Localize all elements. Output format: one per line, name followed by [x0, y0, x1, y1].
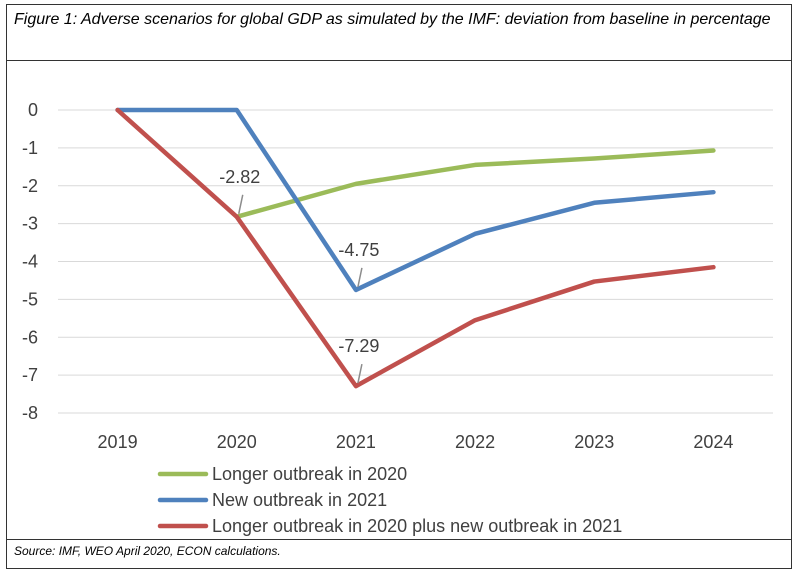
data-label: -7.29: [338, 336, 379, 356]
caption-divider: [6, 60, 792, 61]
series-line-1: [234, 148, 716, 220]
series-lines: [115, 107, 716, 389]
x-tick-label: 2019: [98, 432, 138, 452]
figure-frame: [6, 4, 792, 569]
x-tick-label: 2024: [693, 432, 733, 452]
y-tick-label: -8: [22, 403, 38, 423]
y-axis-tick-labels: 0 -1 -2 -3 -4 -5 -6 -7 -8: [22, 100, 38, 423]
y-tick-label: -3: [22, 214, 38, 234]
data-label: -2.82: [219, 167, 260, 187]
source-note: Source: IMF, WEO April 2020, ECON calcul…: [14, 544, 281, 558]
x-tick-label: 2023: [574, 432, 614, 452]
y-tick-label: -4: [22, 252, 38, 272]
legend-label-1: Longer outbreak in 2020: [212, 464, 407, 484]
x-tick-label: 2021: [336, 432, 376, 452]
chart-legend: Longer outbreak in 2020 New outbreak in 2…: [157, 464, 622, 536]
y-tick-label: 0: [28, 100, 38, 120]
y-tick-label: -6: [22, 327, 38, 347]
x-tick-label: 2020: [217, 432, 257, 452]
y-tick-label: -7: [22, 365, 38, 385]
y-tick-label: -2: [22, 176, 38, 196]
figure-caption: Figure 1: Adverse scenarios for global G…: [14, 11, 771, 28]
annotation-leader: [357, 363, 363, 384]
annotation-leader: [357, 267, 363, 288]
annotation-leader: [238, 194, 244, 214]
series-line-3: [115, 107, 716, 389]
y-tick-label: -5: [22, 289, 38, 309]
legend-label-3: Longer outbreak in 2020 plus new outbrea…: [212, 516, 622, 536]
series-line-2: [115, 107, 716, 293]
x-tick-label: 2022: [455, 432, 495, 452]
data-annotations: -2.82 -4.75 -7.29: [219, 167, 379, 384]
source-divider: [6, 539, 792, 540]
legend-label-2: New outbreak in 2021: [212, 490, 387, 510]
y-tick-label: -1: [22, 138, 38, 158]
data-label: -4.75: [338, 240, 379, 260]
x-axis-tick-labels: 2019 2020 2021 2022 2023 2024: [98, 432, 734, 452]
